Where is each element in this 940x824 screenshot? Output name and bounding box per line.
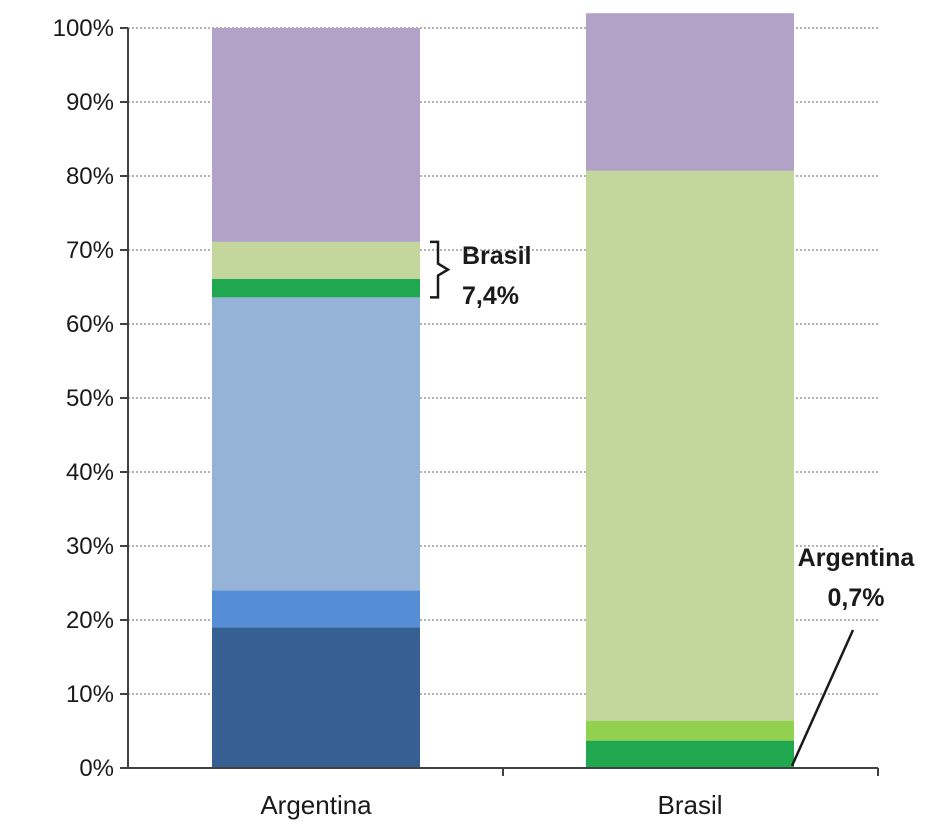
- y-tick-label: 80%: [66, 163, 114, 190]
- bar-segment: [212, 241, 420, 279]
- bar-segment: [212, 28, 420, 242]
- x-category-label: Brasil: [657, 790, 722, 820]
- x-category-label: Argentina: [260, 790, 372, 820]
- annotation-argentina-label: Argentina: [798, 544, 916, 572]
- bar-segment: [586, 13, 794, 171]
- y-tick-label: 90%: [66, 89, 114, 116]
- bar-segment: [212, 297, 420, 591]
- bar-segment: [586, 720, 794, 741]
- annotation-brasil-label: Brasil: [462, 242, 531, 270]
- annotations: Brasil 7,4% Argentina 0,7%: [430, 240, 916, 767]
- bar-segments: [212, 13, 794, 768]
- annotation-bracket: [430, 240, 451, 299]
- y-tick-label: 30%: [66, 533, 114, 560]
- y-tick-label: 0%: [79, 755, 114, 782]
- y-tick-label: 50%: [66, 385, 114, 412]
- bar-segment: [212, 627, 420, 768]
- y-tick-labels: 0% 10% 20% 30% 40% 50% 60% 70% 80% 90% 100%: [53, 15, 128, 782]
- annotation-leader-line: [790, 629, 855, 767]
- bar-segment: [586, 170, 794, 721]
- annotation-argentina-value: 0,7%: [828, 584, 885, 612]
- y-tick-label: 100%: [53, 15, 114, 42]
- annotation-brasil-value: 7,4%: [462, 282, 519, 310]
- y-tick-label: 60%: [66, 311, 114, 338]
- y-tick-label: 40%: [66, 459, 114, 486]
- bar-segment: [212, 590, 420, 628]
- y-tick-label: 10%: [66, 681, 114, 708]
- y-tick-label: 20%: [66, 607, 114, 634]
- y-tick-label: 70%: [66, 237, 114, 264]
- bar-segment: [212, 278, 420, 298]
- x-category-labels: Argentina Brasil: [260, 768, 879, 820]
- bar-segment: [586, 740, 794, 768]
